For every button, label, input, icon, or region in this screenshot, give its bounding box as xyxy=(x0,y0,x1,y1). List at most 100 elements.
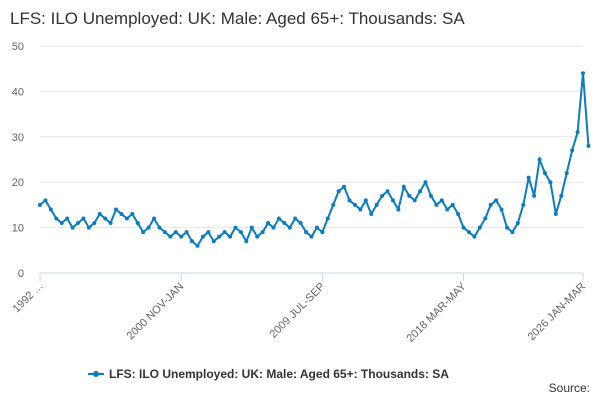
data-point xyxy=(222,230,227,235)
data-point xyxy=(553,211,558,216)
data-point xyxy=(542,171,547,176)
series-line xyxy=(39,73,590,248)
data-point xyxy=(298,221,303,226)
data-point xyxy=(217,234,222,239)
data-point xyxy=(347,198,352,203)
data-point xyxy=(369,211,374,216)
data-point xyxy=(504,225,509,230)
y-tick-label: 30 xyxy=(12,132,24,144)
data-point xyxy=(494,198,499,203)
data-point xyxy=(483,216,488,221)
data-point xyxy=(59,221,64,226)
data-point xyxy=(81,216,86,221)
data-point xyxy=(342,184,347,189)
data-point xyxy=(103,216,108,221)
data-point xyxy=(472,234,477,239)
data-point xyxy=(532,193,537,198)
data-point xyxy=(43,198,48,203)
data-point xyxy=(124,216,129,221)
data-point xyxy=(385,189,390,194)
data-point xyxy=(537,157,542,162)
data-point xyxy=(581,71,585,76)
data-point xyxy=(456,211,461,216)
data-point xyxy=(331,202,336,207)
data-point xyxy=(238,230,243,235)
data-point xyxy=(390,198,395,203)
data-point xyxy=(423,180,428,185)
data-point xyxy=(157,225,162,230)
data-point xyxy=(363,198,368,203)
data-point xyxy=(304,230,309,235)
data-point xyxy=(190,239,195,244)
data-point xyxy=(65,216,70,221)
data-point xyxy=(488,202,493,207)
data-point xyxy=(255,234,260,239)
data-point xyxy=(428,193,433,198)
data-point xyxy=(266,221,271,226)
data-point xyxy=(477,225,482,230)
data-point xyxy=(141,230,146,235)
data-point xyxy=(287,225,292,230)
data-point xyxy=(314,225,319,230)
x-tick-label: 2018 MAR-MAY xyxy=(405,280,470,345)
data-point xyxy=(76,221,81,226)
data-point xyxy=(499,207,504,212)
data-point xyxy=(162,230,167,235)
data-point xyxy=(358,207,363,212)
data-point xyxy=(119,211,124,216)
y-tick-label: 50 xyxy=(12,41,24,53)
data-point xyxy=(466,230,471,235)
data-point xyxy=(97,211,102,216)
data-point xyxy=(412,198,417,203)
data-point xyxy=(108,221,113,226)
x-tick-label: 2026 JAN-MAR xyxy=(526,281,589,344)
data-point xyxy=(434,202,439,207)
data-point xyxy=(249,225,254,230)
data-point xyxy=(86,225,91,230)
data-point xyxy=(114,207,119,212)
data-point xyxy=(38,202,42,207)
data-point xyxy=(374,202,379,207)
data-point xyxy=(564,171,569,176)
data-point xyxy=(135,221,140,226)
data-point xyxy=(130,211,135,216)
data-point xyxy=(352,202,357,207)
data-point xyxy=(282,221,287,226)
data-point xyxy=(146,225,151,230)
data-point xyxy=(92,221,97,226)
data-point xyxy=(521,202,526,207)
x-tick-label: 2009 JUL-SEP xyxy=(268,281,328,341)
data-point xyxy=(152,216,157,221)
data-point xyxy=(336,189,341,194)
legend-label: LFS: ILO Unemployed: UK: Male: Aged 65+:… xyxy=(109,367,449,381)
data-point xyxy=(200,234,205,239)
data-point xyxy=(320,230,325,235)
data-point xyxy=(407,193,412,198)
data-point xyxy=(575,130,580,135)
chart-title: LFS: ILO Unemployed: UK: Male: Aged 65+:… xyxy=(10,9,465,28)
data-point xyxy=(515,221,520,226)
data-point xyxy=(233,225,238,230)
data-point xyxy=(586,143,591,148)
data-point xyxy=(559,193,564,198)
data-point xyxy=(548,180,553,185)
data-point xyxy=(168,234,173,239)
data-point xyxy=(276,216,281,221)
data-point xyxy=(418,189,423,194)
data-point xyxy=(206,230,211,235)
data-point xyxy=(179,234,184,239)
data-point xyxy=(526,175,531,180)
data-point xyxy=(570,148,575,153)
data-point xyxy=(396,207,401,212)
data-point xyxy=(401,184,406,189)
data-point xyxy=(510,230,515,235)
y-tick-label: 10 xyxy=(12,223,24,235)
legend-marker xyxy=(93,371,99,377)
data-point xyxy=(439,198,444,203)
data-point xyxy=(211,239,216,244)
data-point xyxy=(450,202,455,207)
data-point xyxy=(309,234,314,239)
data-point xyxy=(195,243,200,248)
data-point xyxy=(184,230,189,235)
